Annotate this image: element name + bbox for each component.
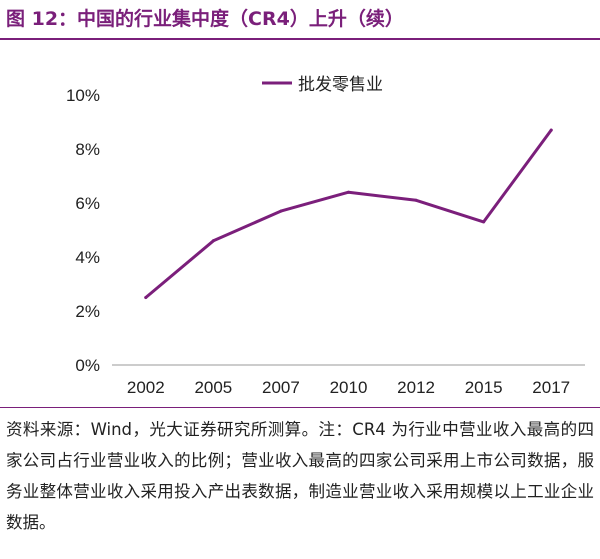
x-tick-label: 2007 xyxy=(262,378,300,397)
figure-title: 图 12：中国的行业集中度（CR4）上升（续） xyxy=(6,8,404,30)
x-tick-label: 2017 xyxy=(532,378,570,397)
data-point xyxy=(414,198,418,202)
x-tick-label: 2005 xyxy=(194,378,232,397)
source-note: 资料来源：Wind，光大证券研究所测算。注：CR4 为行业中营业收入最高的四家公… xyxy=(6,420,594,532)
legend: 批发零售业 xyxy=(262,75,383,94)
series-line-wholesale-retail xyxy=(144,128,553,299)
y-tick-label: 0% xyxy=(75,356,100,375)
y-axis: 0% 2% 4% 6% 8% 10% xyxy=(66,86,100,375)
data-points xyxy=(144,128,553,299)
x-tick-label: 2015 xyxy=(465,378,503,397)
data-point xyxy=(144,296,148,299)
y-tick-label: 2% xyxy=(75,302,100,321)
data-point xyxy=(279,209,283,213)
y-tick-label: 4% xyxy=(75,248,100,267)
title-divider xyxy=(0,38,600,40)
x-tick-label: 2012 xyxy=(397,378,435,397)
y-tick-label: 10% xyxy=(66,86,100,105)
data-point xyxy=(211,239,215,243)
data-point xyxy=(549,128,553,132)
data-point xyxy=(347,190,350,194)
y-tick-label: 6% xyxy=(75,194,100,213)
data-point xyxy=(482,220,486,224)
line-chart: 批发零售业 0% 2% 4% 6% 8% 10% 2002 2005 2007 2010 2012… xyxy=(66,75,585,397)
y-tick-label: 8% xyxy=(75,140,100,159)
x-tick-label: 2002 xyxy=(127,378,165,397)
source-divider xyxy=(0,407,600,408)
x-tick-label: 2010 xyxy=(330,378,368,397)
x-axis: 2002 2005 2007 2010 2012 2015 2017 xyxy=(127,378,570,397)
legend-label: 批发零售业 xyxy=(298,75,383,94)
